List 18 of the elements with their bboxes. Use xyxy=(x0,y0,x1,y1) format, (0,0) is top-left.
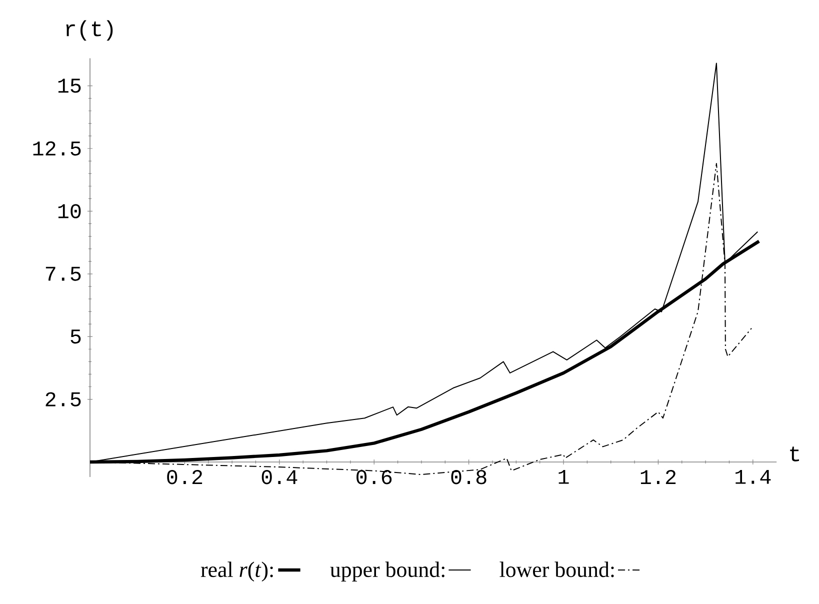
y-tick-label: 7.5 xyxy=(46,266,81,281)
x-tick-label: 1 xyxy=(558,470,569,484)
legend-label: lower bound: xyxy=(500,562,614,578)
legend-label: real r(t): xyxy=(200,562,273,582)
y-axis-title: r(t) xyxy=(66,20,113,41)
y-tick-label: 5 xyxy=(70,330,81,344)
x-tick-label: 1.2 xyxy=(640,470,676,484)
y-tick-label: 15 xyxy=(58,78,81,93)
y-tick-label: 12.5 xyxy=(33,141,81,156)
y-tick-label: 10 xyxy=(58,204,81,218)
y-tick-label: 2.5 xyxy=(46,392,81,406)
x-tick-label: 0.2 xyxy=(167,470,202,484)
legend-label: upper bound: xyxy=(330,562,444,582)
x-tick-label: 0.8 xyxy=(451,470,486,484)
x-tick-label: 0.4 xyxy=(262,470,298,484)
x-tick-label: 1.4 xyxy=(736,470,771,484)
x-tick-label: 0.6 xyxy=(356,470,392,484)
x-axis-title: t xyxy=(790,446,799,462)
